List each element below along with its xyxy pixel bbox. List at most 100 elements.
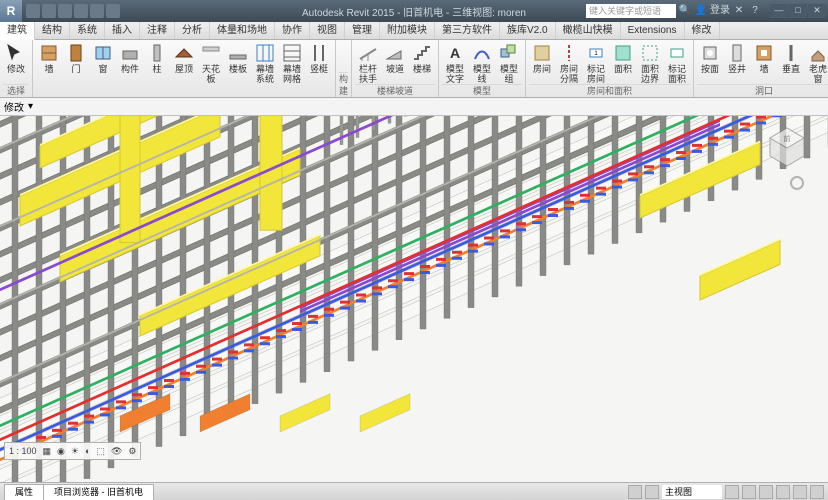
maximize-button[interactable]: □ (789, 4, 807, 18)
tab-1[interactable]: 结构 (35, 22, 70, 39)
signin-icon[interactable]: 👤 (694, 4, 708, 18)
hide-icon[interactable]: 👁 (111, 446, 122, 457)
st-icon-3[interactable] (759, 485, 773, 499)
shaft-icon (727, 43, 747, 63)
tab-13[interactable]: 橄榄山快模 (556, 22, 621, 39)
reveal-icon[interactable]: ⚙ (128, 446, 136, 457)
ribbon-group-选择: 修改选择 (0, 40, 33, 97)
view-control-bar: 1 : 100 ▦ ◉ ☀ ◐ ⬚ 👁 ⚙ (4, 442, 141, 460)
detail-level-icon[interactable]: ▦ (43, 446, 52, 457)
qat-undo-icon[interactable] (58, 4, 72, 18)
ribbon-group-构建: 构建 (336, 40, 352, 97)
tab-15[interactable]: 修改 (685, 22, 720, 39)
st-icon-4[interactable] (776, 485, 790, 499)
qat-save-icon[interactable] (42, 4, 56, 18)
areabd-button[interactable]: 面积边界 (637, 41, 663, 84)
vert-button[interactable]: 垂直 (778, 41, 804, 84)
tab-8[interactable]: 视图 (310, 22, 345, 39)
app-menu-button[interactable]: R (0, 0, 22, 22)
room-button[interactable]: 房间 (529, 41, 555, 84)
component-button[interactable]: 构件 (117, 41, 143, 97)
wallop-icon (754, 43, 774, 63)
ribbon-group-楼梯坡道: 栏杆扶手坡道楼梯楼梯坡道 (352, 40, 439, 97)
ribbon-group-x: 墙门窗构件柱屋顶天花板楼板幕墙系统幕墙网格竖梃 (33, 40, 336, 97)
close-button[interactable]: ✕ (808, 4, 826, 18)
floor-button[interactable]: 楼板 (225, 41, 251, 97)
rail-button[interactable]: 栏杆扶手 (355, 41, 381, 84)
ceiling-button[interactable]: 天花板 (198, 41, 224, 97)
mullion-button[interactable]: 竖梃 (306, 41, 332, 97)
panel-tab-1[interactable]: 项目浏览器 - 旧首机电 (43, 484, 154, 500)
infocenter-icon[interactable]: 🔍 (678, 4, 692, 18)
dormer-button[interactable]: 老虎窗 (805, 41, 828, 84)
roomtag-button[interactable]: 1标记房间 (583, 41, 609, 84)
tab-0[interactable]: 建筑 (0, 22, 35, 40)
column-button[interactable]: 柱 (144, 41, 170, 97)
st-icon-2[interactable] (742, 485, 756, 499)
curtain-sys-button[interactable]: 幕墙系统 (252, 41, 278, 97)
visual-style-icon[interactable]: ◉ (57, 446, 65, 457)
curtain-grid-button[interactable]: 幕墙网格 (279, 41, 305, 97)
shadows-icon[interactable]: ◐ (85, 446, 90, 456)
tab-14[interactable]: Extensions (621, 22, 685, 39)
minimize-button[interactable]: — (770, 4, 788, 18)
options-dropdown-icon[interactable]: ▾ (28, 101, 33, 112)
quick-access-toolbar (26, 4, 120, 18)
st-icon-5[interactable] (810, 485, 824, 499)
qat-print-icon[interactable] (90, 4, 104, 18)
user-label[interactable]: 登录 (710, 4, 730, 18)
view-combo[interactable]: 主视图 (662, 485, 722, 499)
tab-4[interactable]: 注释 (140, 22, 175, 39)
tab-7[interactable]: 协作 (275, 22, 310, 39)
tab-6[interactable]: 体量和场地 (210, 22, 275, 39)
help-icon[interactable]: ? (748, 4, 762, 18)
byface-button[interactable]: 按面 (697, 41, 723, 84)
scale-selector[interactable]: 1 : 100 (9, 446, 37, 456)
3d-viewport[interactable]: 前 1 : 100 ▦ ◉ ☀ ◐ ⬚ 👁 ⚙ (0, 116, 828, 482)
areatag-button[interactable]: 标记面积 (664, 41, 690, 84)
mgroup-button[interactable]: 模型组 (496, 41, 522, 84)
nav-wheel-icon[interactable] (790, 176, 804, 190)
st-icon-1[interactable] (725, 485, 739, 499)
tab-2[interactable]: 系统 (70, 22, 105, 39)
window-button[interactable]: 窗 (90, 41, 116, 97)
sun-path-icon[interactable]: ☀ (71, 446, 79, 457)
modify-button[interactable]: 修改 (3, 41, 29, 84)
areatag-icon (667, 43, 687, 63)
modify-label: 修改 (4, 99, 24, 114)
ribbon-group-模型: A模型文字模型线模型组模型 (439, 40, 526, 97)
tab-12[interactable]: 族库V2.0 (500, 22, 556, 39)
wall-button[interactable]: 墙 (36, 41, 62, 97)
tab-9[interactable]: 管理 (345, 22, 380, 39)
mtext-button[interactable]: A模型文字 (442, 41, 468, 84)
roomsep-button[interactable]: 房间分隔 (556, 41, 582, 84)
svg-text:前: 前 (784, 134, 791, 143)
ramp-button[interactable]: 坡道 (382, 41, 408, 84)
workset-icon[interactable] (628, 485, 642, 499)
area-button[interactable]: 面积 (610, 41, 636, 84)
door-button[interactable]: 门 (63, 41, 89, 97)
crop-icon[interactable]: ⬚ (96, 446, 105, 457)
shaft-button[interactable]: 竖井 (724, 41, 750, 84)
help-search-input[interactable]: 键入关键字或短语 (586, 4, 676, 18)
panel-tab-0[interactable]: 属性 (4, 484, 44, 500)
design-options-icon[interactable] (645, 485, 659, 499)
roof-button[interactable]: 屋顶 (171, 41, 197, 97)
filter-icon[interactable] (793, 485, 807, 499)
exchange-icon[interactable]: ✕ (732, 4, 746, 18)
rail-icon (358, 43, 378, 63)
floor-icon (228, 43, 248, 63)
stair-button[interactable]: 楼梯 (409, 41, 435, 84)
viewcube[interactable]: 前 (764, 124, 810, 170)
tab-5[interactable]: 分析 (175, 22, 210, 39)
wallop-button[interactable]: 墙 (751, 41, 777, 84)
tab-10[interactable]: 附加模块 (380, 22, 435, 39)
group-label: 房间和面积 (529, 84, 690, 97)
qat-redo-icon[interactable] (74, 4, 88, 18)
qat-measure-icon[interactable] (106, 4, 120, 18)
qat-open-icon[interactable] (26, 4, 40, 18)
ceiling-icon (201, 43, 221, 63)
mline-button[interactable]: 模型线 (469, 41, 495, 84)
tab-11[interactable]: 第三方软件 (435, 22, 500, 39)
tab-3[interactable]: 插入 (105, 22, 140, 39)
